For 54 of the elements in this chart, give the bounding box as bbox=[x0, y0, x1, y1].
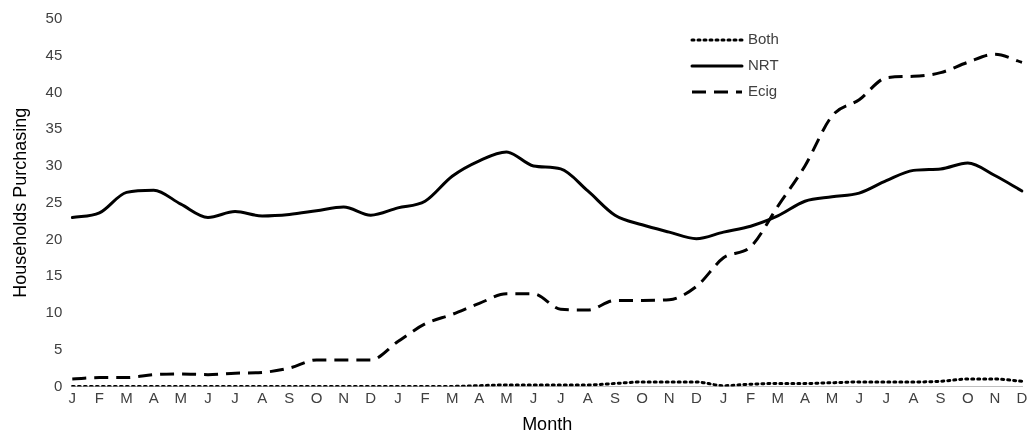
x-tick-label: D bbox=[690, 388, 702, 406]
x-tick-label: D bbox=[365, 388, 377, 406]
y-tick-label: 30 bbox=[45, 156, 63, 174]
legend-label: Ecig bbox=[748, 82, 778, 100]
x-tick-label: A bbox=[257, 388, 268, 406]
x-tick-label: J bbox=[68, 388, 77, 406]
x-tick-label: M bbox=[825, 388, 839, 406]
x-tick-label: M bbox=[771, 388, 785, 406]
x-tick-label: A bbox=[148, 388, 159, 406]
x-tick-label: J bbox=[529, 388, 538, 406]
legend-label: Both bbox=[748, 30, 779, 48]
x-tick-label: F bbox=[94, 388, 105, 406]
legend-label: NRT bbox=[748, 56, 779, 74]
x-tick-label: A bbox=[474, 388, 485, 406]
line-series bbox=[70, 377, 1024, 387]
x-tick-label: S bbox=[284, 388, 295, 406]
x-tick-label: M bbox=[500, 388, 513, 406]
y-tick-label: 10 bbox=[45, 303, 63, 321]
x-tick-label: O bbox=[636, 388, 648, 406]
x-tick-label: F bbox=[420, 388, 430, 406]
y-tick-label: 20 bbox=[45, 229, 63, 247]
y-tick-label: 50 bbox=[45, 9, 63, 27]
x-tick-label: M bbox=[120, 388, 133, 406]
x-tick-label: J bbox=[882, 388, 891, 406]
x-tick-label: N bbox=[338, 388, 350, 406]
x-tick-label: A bbox=[908, 388, 919, 406]
x-tick-label: O bbox=[961, 388, 974, 406]
x-tick-label: J bbox=[394, 388, 402, 406]
y-tick-label: 25 bbox=[45, 192, 63, 210]
x-tick-label: D bbox=[1016, 388, 1028, 406]
y-tick-label: 40 bbox=[45, 82, 63, 100]
y-tick-label: 0 bbox=[53, 376, 63, 394]
x-tick-label: O bbox=[310, 388, 323, 406]
y-tick-label: 45 bbox=[45, 45, 63, 63]
line-series bbox=[70, 52, 1024, 381]
y-axis-title: Households Purchasing bbox=[9, 107, 30, 298]
x-tick-label: F bbox=[746, 388, 756, 406]
x-tick-label: N bbox=[663, 388, 675, 406]
x-tick-label: M bbox=[174, 388, 188, 406]
x-tick-label: J bbox=[556, 388, 565, 406]
x-tick-label: N bbox=[989, 388, 1001, 406]
x-tick-label: J bbox=[231, 388, 239, 406]
x-tick-label: S bbox=[609, 388, 620, 406]
x-axis-title: Month bbox=[522, 414, 573, 435]
y-tick-label: 35 bbox=[45, 119, 63, 137]
x-tick-label: J bbox=[855, 388, 863, 406]
y-tick-label: 15 bbox=[45, 266, 63, 284]
x-tick-label: A bbox=[582, 388, 593, 406]
x-tick-label: M bbox=[445, 388, 459, 406]
y-tick-label: 5 bbox=[53, 339, 63, 357]
x-tick-label: J bbox=[719, 388, 728, 406]
x-tick-label: A bbox=[799, 388, 810, 406]
x-tick-label: S bbox=[935, 388, 946, 406]
x-tick-label: J bbox=[204, 388, 212, 406]
